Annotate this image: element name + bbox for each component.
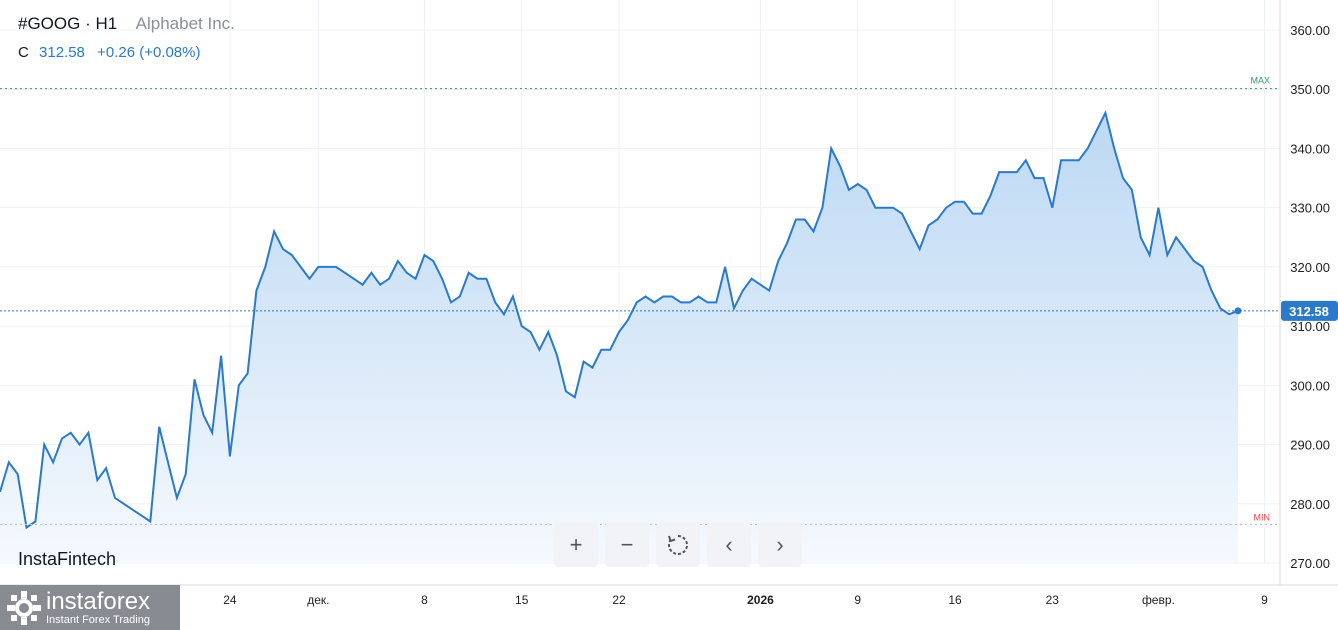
logo-icon [7, 590, 41, 625]
x-tick-label: 9 [854, 593, 861, 607]
scroll-right-button[interactable]: › [758, 523, 802, 567]
y-tick-label: 310.00 [1290, 319, 1330, 334]
chevron-left-icon: ‹ [725, 532, 733, 557]
y-tick-label: 290.00 [1290, 438, 1330, 453]
scroll-left-button[interactable]: ‹ [707, 523, 751, 567]
symbol-title: #GOOG · H1 [18, 14, 118, 33]
last-price-badge [1281, 300, 1338, 321]
x-tick-label: 15 [515, 593, 529, 607]
min-label: MIN [1254, 513, 1271, 523]
zoom-out-button[interactable]: − [605, 523, 649, 567]
chart-toolbar: + − ‹ › [554, 523, 802, 567]
x-tick-label: 24 [223, 593, 237, 607]
price-line [0, 110, 1239, 530]
y-tick-label: 270.00 [1290, 556, 1330, 571]
last-price-value: 312.58 [1289, 304, 1329, 319]
y-tick-label: 320.00 [1290, 260, 1330, 275]
reset-button[interactable] [656, 523, 700, 567]
max-label: MAX [1250, 76, 1270, 86]
x-tick-label: 9 [1261, 593, 1268, 607]
x-tick-label: 16 [948, 593, 962, 607]
quote-row: C 312.58 +0.26 (+0.08%) [18, 44, 200, 61]
x-axis: 24 дек. 8 15 22 2026 9 16 23 февр. 9 [223, 593, 1268, 607]
y-tick-label: 280.00 [1290, 497, 1330, 512]
close-value: 312.58 [39, 44, 85, 61]
logo-subtext: Instant Forex Trading [46, 613, 150, 626]
last-price-dot [1234, 307, 1242, 315]
x-tick-label: 22 [612, 593, 626, 607]
y-tick-label: 330.00 [1290, 201, 1330, 216]
x-tick-label: 8 [421, 593, 428, 607]
close-label: C [18, 44, 29, 61]
instaforex-logo: instaforex Instant Forex Trading [0, 585, 180, 630]
y-tick-label: 350.00 [1290, 82, 1330, 97]
minus-icon: − [620, 532, 634, 557]
logo-text: instaforex [46, 587, 151, 615]
zoom-in-button[interactable]: + [554, 523, 598, 567]
reset-icon [668, 535, 688, 555]
brand-label: InstaFintech [18, 549, 117, 569]
company-name: Alphabet Inc. [135, 14, 235, 33]
change-value: +0.26 (+0.08%) [97, 44, 201, 61]
x-tick-label: 2026 [747, 593, 774, 607]
chart-header: #GOOG · H1 Alphabet Inc. [18, 14, 235, 34]
chevron-right-icon: › [776, 532, 784, 557]
y-tick-label: 340.00 [1290, 141, 1330, 156]
x-tick-label: дек. [307, 593, 329, 607]
y-tick-label: 360.00 [1290, 23, 1330, 38]
y-axis: 360.00 350.00 340.00 330.00 320.00 310.00 300.… [0, 0, 1338, 586]
x-tick-label: 23 [1046, 593, 1060, 607]
y-tick-label: 300.00 [1290, 378, 1330, 393]
x-tick-label: февр. [1142, 593, 1175, 607]
plus-icon: + [569, 532, 583, 557]
